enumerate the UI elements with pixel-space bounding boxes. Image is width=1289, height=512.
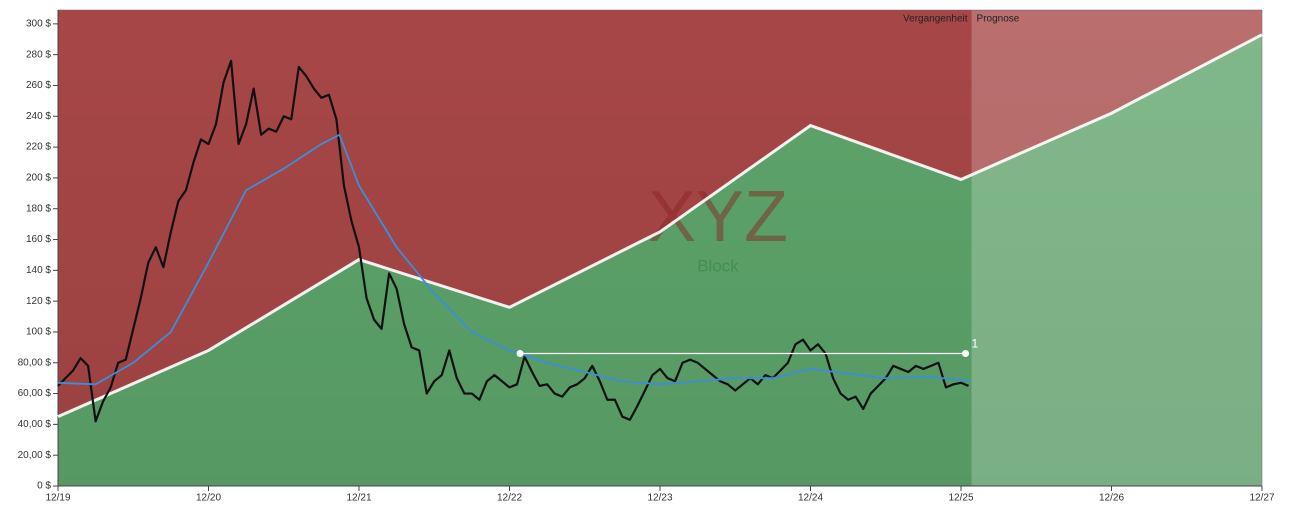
y-tick-label: 80,00 $ bbox=[18, 357, 52, 368]
y-tick-label: 40,00 $ bbox=[18, 419, 52, 430]
x-tick-label: 12/24 bbox=[798, 493, 823, 504]
y-tick-label: 220 $ bbox=[26, 142, 51, 153]
shade bbox=[58, 10, 1262, 486]
y-tick-label: 200 $ bbox=[26, 173, 51, 184]
x-tick-label: 12/19 bbox=[45, 493, 70, 504]
y-tick-label: 160 $ bbox=[26, 234, 51, 245]
annotation: 1 bbox=[972, 337, 979, 351]
y-tick-label: 0 $ bbox=[37, 481, 51, 492]
series-line bbox=[57, 133, 971, 386]
x-tick-label: 12/23 bbox=[647, 493, 672, 504]
fair-value-line bbox=[57, 33, 1263, 419]
y-tick-label: 20,00 $ bbox=[18, 450, 52, 461]
y-tick-label: 280 $ bbox=[26, 49, 51, 60]
reference-point bbox=[962, 350, 970, 358]
past-label: Vergangenheit bbox=[903, 14, 968, 25]
y-tick-label: 240 $ bbox=[26, 111, 51, 122]
y-tick-label: 120 $ bbox=[26, 296, 51, 307]
x-tick-label: 12/27 bbox=[1249, 493, 1274, 504]
x-tick-label: 12/26 bbox=[1099, 493, 1124, 504]
y-tick-label: 300 $ bbox=[26, 19, 51, 30]
y-tick-label: 100 $ bbox=[26, 327, 51, 338]
watermark-subtitle: Block bbox=[697, 256, 739, 275]
x-tick-label: 12/20 bbox=[196, 493, 221, 504]
x-tick-label: 12/25 bbox=[948, 493, 973, 504]
y-tick-label: 180 $ bbox=[26, 203, 51, 214]
series-line bbox=[57, 59, 969, 423]
forecast-overlay bbox=[971, 10, 1262, 486]
reference-point bbox=[516, 350, 524, 358]
x-tick-label: 12/21 bbox=[346, 493, 371, 504]
y-tick-label: 260 $ bbox=[26, 80, 51, 91]
watermark: XYZ bbox=[648, 177, 788, 257]
forecast-label: Prognose bbox=[977, 14, 1020, 25]
x-tick-label: 12/22 bbox=[497, 493, 522, 504]
y-tick-label: 140 $ bbox=[26, 265, 51, 276]
y-tick-label: 60,00 $ bbox=[18, 388, 52, 399]
